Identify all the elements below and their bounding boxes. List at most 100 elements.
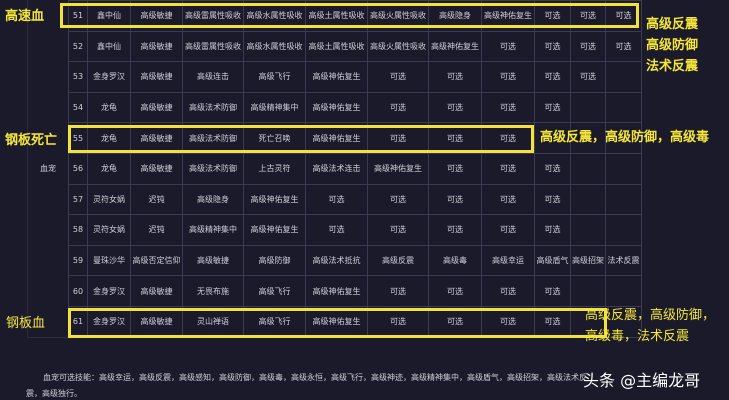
skill-cell: 高级飞行 xyxy=(243,275,306,307)
skill-cell: 高级神佑复生 xyxy=(243,214,306,246)
group-label: 血宠 xyxy=(40,164,56,173)
skill-cell: 可选 xyxy=(481,275,535,307)
skill-cell xyxy=(605,275,642,307)
annotation-line: 高级防御 xyxy=(646,38,699,53)
skill-cell xyxy=(605,122,642,154)
annotation-r51-skills: 高级反震 高级防御 法术反震 xyxy=(646,14,698,77)
pet-name: 曼珠沙华 xyxy=(87,244,131,277)
skill-cell: 高级敏捷 xyxy=(130,152,183,185)
skill-cell: 无畏布施 xyxy=(182,275,244,307)
footer-line-1: 血宠可选技能：高级幸运，高级反震，高级感知，高级防御，高级毒，高级永恒，高级飞行… xyxy=(43,373,587,382)
annotation-line: 法术反震 xyxy=(646,59,699,74)
skill-cell: 迟钝 xyxy=(130,183,183,216)
skill-cell: 高级精神集中 xyxy=(182,214,244,246)
skill-cell: 高级法术连击 xyxy=(305,152,368,185)
skill-cell: 高级敏捷 xyxy=(130,30,183,63)
skill-cell xyxy=(605,305,642,338)
skill-cell: 可选 xyxy=(367,183,429,216)
annotation-r55-skills: 高级反震，高级防御，高级毒 xyxy=(540,130,710,145)
skill-cell: 可选 xyxy=(605,30,642,63)
skill-cell: 高级神佑复生 xyxy=(305,275,368,307)
skill-cell: 高级法术抵抗 xyxy=(305,244,368,277)
skill-cell: 可选 xyxy=(534,30,571,63)
skill-cell: 可选 xyxy=(428,214,482,246)
skill-cell: 可选 xyxy=(481,91,535,124)
skill-cell: 可选 xyxy=(481,30,535,63)
skill-cell: 可选 xyxy=(367,214,429,246)
skill-cell xyxy=(570,152,606,185)
row-number: 54 xyxy=(68,91,88,124)
annotation-line: 高级反震 xyxy=(646,17,699,32)
annotation-line: 高级反震，高级防御， xyxy=(585,308,716,323)
table-row: 59 曼珠沙华 高级否定信仰 高级敏捷 高级防御 高级法术抵抗 高级反震 高级毒 高级幸运 高级盾… xyxy=(68,244,642,277)
pet-name: 鑫中仙 xyxy=(87,30,131,63)
footer-line-2: 震，高级独行。 xyxy=(26,389,82,398)
skill-cell: 高级敏捷 xyxy=(130,61,183,93)
skill-cell: 可选 xyxy=(305,183,368,216)
pet-name: 金身罗汉 xyxy=(87,61,131,93)
skill-cell: 可选 xyxy=(570,61,606,93)
skill-cell: 可选 xyxy=(534,61,571,93)
row-number: 56 xyxy=(68,152,88,185)
row-number: 53 xyxy=(68,61,88,93)
skill-cell: 高级招架 xyxy=(570,244,606,277)
skill-cell: 高级精神集中 xyxy=(243,91,306,124)
skill-cell: 高级敏捷 xyxy=(182,244,244,277)
skill-cell: 高级神佑复生 xyxy=(305,305,368,338)
pet-name: 灵符女娲 xyxy=(87,214,131,246)
skill-cell: 可选 xyxy=(534,183,571,216)
skill-cell: 可选 xyxy=(305,214,368,246)
skill-cell: 高级神佑复生 xyxy=(243,183,306,216)
annotation-line: 高级毒，法术反震 xyxy=(585,329,690,344)
skill-cell: 高级盾气 xyxy=(534,244,571,277)
skill-cell xyxy=(570,214,606,246)
skill-cell: 可选 xyxy=(428,275,482,307)
pet-name: 龙龟 xyxy=(87,152,131,185)
table-row: 57 灵符女娲 迟钝 高级隐身 高级神佑复生 可选 可选 可选 可选 可选 xyxy=(68,183,642,216)
row-number: 57 xyxy=(68,183,88,216)
skill-cell: 可选 xyxy=(367,61,429,93)
skill-cell: 可选 xyxy=(534,305,571,338)
skill-cell xyxy=(570,122,606,154)
skill-cell: 高级幸运 xyxy=(481,244,535,277)
skill-cell: 高级神佑复生 xyxy=(428,30,482,63)
skill-cell: 可选 xyxy=(534,275,571,307)
skill-cell: 迟钝 xyxy=(130,214,183,246)
skill-cell: 高级法术防御 xyxy=(182,91,244,124)
annotation-r61-skills: 高级反震，高级防御， 高级毒，法术反震 xyxy=(585,305,715,347)
skill-cell: 高级敏捷 xyxy=(130,91,183,124)
watermark: 头条 @主编龙哥 xyxy=(583,371,701,390)
table-row: 54 龙龟 高级敏捷 高级法术防御 高级精神集中 高级神佑复生 可选 可选 可选 可选 xyxy=(68,91,642,124)
skill-cell: 高级水属性吸收 xyxy=(243,30,306,63)
skill-cell: 灵山禅语 xyxy=(182,305,244,338)
skill-cell: 可选 xyxy=(428,61,482,93)
skill-cell xyxy=(534,122,571,154)
skill-cell xyxy=(605,214,642,246)
skill-cell xyxy=(570,91,606,124)
skill-cell: 法术反震 xyxy=(605,244,642,277)
row-number: 52 xyxy=(68,30,88,63)
table-row: 58 灵符女娲 迟钝 高级精神集中 高级神佑复生 可选 可选 可选 可选 可选 xyxy=(68,214,642,246)
skill-cell: 高级防御 xyxy=(243,244,306,277)
skill-cell: 高级敏捷 xyxy=(130,275,183,307)
skill-cell xyxy=(570,183,606,216)
skill-cell: 高级反震 xyxy=(367,244,429,277)
skill-cell xyxy=(570,275,606,307)
highlight-box-55 xyxy=(68,125,534,153)
table-row: 56 龙龟 高级敏捷 高级法术防御 上古灵符 高级法术连击 高级神佑复生 可选 可选 可选 xyxy=(68,152,642,185)
skill-cell xyxy=(605,152,642,185)
table-row: 53 金身罗汉 高级敏捷 高级连击 高级飞行 高级神佑复生 可选 可选 可选 可选 可选 xyxy=(68,61,642,93)
skill-cell: 高级毒 xyxy=(428,244,482,277)
skill-cell: 可选 xyxy=(428,91,482,124)
pet-name: 灵符女娲 xyxy=(87,183,131,216)
highlight-box-61 xyxy=(68,308,607,338)
row-number: 60 xyxy=(68,275,88,307)
skill-cell: 高级土属性吸收 xyxy=(305,30,368,63)
skill-cell: 可选 xyxy=(367,305,429,338)
skill-cell: 可选 xyxy=(428,152,482,185)
table-row: 60 金身罗汉 高级敏捷 无畏布施 高级飞行 高级神佑复生 可选 可选 可选 可选 xyxy=(68,275,642,307)
skill-cell: 可选 xyxy=(481,214,535,246)
skill-cell xyxy=(605,91,642,124)
annotation-steel-blood: 钢板血 xyxy=(6,316,46,331)
skill-cell: 可选 xyxy=(481,152,535,185)
